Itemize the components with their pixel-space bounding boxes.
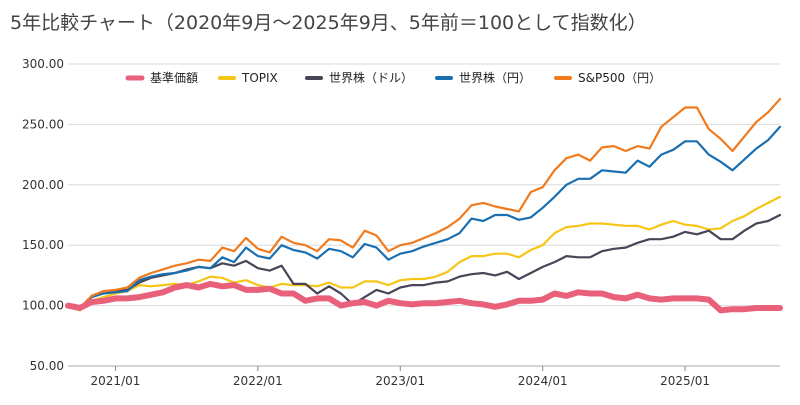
series-line-1 — [66, 195, 782, 312]
series-line-3 — [66, 125, 782, 311]
y-tick-label: 250.00 — [22, 117, 64, 131]
y-tick-label: 150.00 — [22, 238, 64, 252]
chart-title: 5年比較チャート（2020年9月～2025年9月、5年前＝100として指数化） — [10, 12, 647, 34]
x-tick-label: 2023/01 — [375, 374, 425, 388]
legend-label: S&P500（円） — [578, 71, 661, 85]
legend-label: 世界株（ドル） — [329, 70, 413, 85]
legend-label: 基準価額 — [150, 70, 198, 85]
y-tick-label: 300.00 — [22, 57, 64, 71]
y-tick-label: 100.00 — [22, 299, 64, 313]
series-line-4 — [66, 97, 782, 310]
legend-label: TOPIX — [241, 71, 278, 85]
x-tick-label: 2022/01 — [233, 374, 283, 388]
y-tick-label: 200.00 — [22, 178, 64, 192]
legend-label: 世界株（円） — [459, 70, 531, 85]
series-line-0 — [65, 280, 783, 314]
series-line-2 — [66, 213, 782, 310]
y-tick-label: 50.00 — [30, 359, 64, 373]
x-tick-label: 2024/01 — [518, 374, 568, 388]
x-tick-label: 2025/01 — [660, 374, 710, 388]
x-tick-label: 2021/01 — [91, 374, 141, 388]
